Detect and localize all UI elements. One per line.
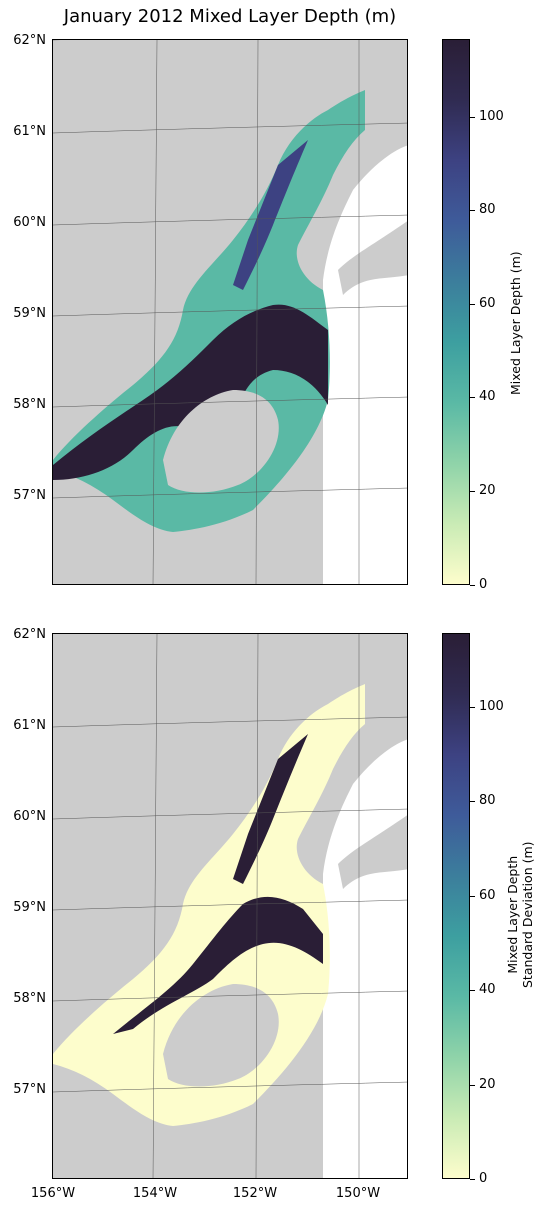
- model-domain-shelf: [53, 684, 365, 1126]
- colorbar1-tick-80: 80: [479, 202, 496, 217]
- deep-channel: [113, 896, 323, 1034]
- lat-label-62: 62°N: [13, 33, 46, 48]
- kodiak-island: [163, 390, 279, 493]
- colorbar1-label: Mixed Layer Depth (m): [508, 251, 523, 395]
- lon-label-154: 154°W: [132, 1186, 178, 1201]
- map-panel-mixed-layer-depth-std: [52, 633, 408, 1179]
- map-mixed-layer-depth-std: [53, 634, 407, 1178]
- colorbar1-tick-100: 100: [479, 109, 504, 124]
- colorbar1-tick-60: 60: [479, 296, 496, 311]
- colorbar2-tick-0: 0: [479, 1171, 488, 1186]
- lat-label-58: 58°N: [13, 991, 46, 1006]
- lon-label-156: 156°W: [30, 1186, 76, 1201]
- lat-label-57: 57°N: [13, 1082, 46, 1097]
- colorbar2-tick-80: 80: [479, 793, 496, 808]
- map-mixed-layer-depth: [53, 40, 407, 584]
- lon-label-150: 150°W: [335, 1186, 381, 1201]
- colorbar1-tick-0: 0: [479, 577, 488, 592]
- lon-label-152: 152°W: [232, 1186, 278, 1201]
- lat-label-58: 58°N: [13, 397, 46, 412]
- land-mass-east: [338, 221, 407, 295]
- lat-label-59: 59°N: [13, 900, 46, 915]
- colorbar2-tick-100: 100: [479, 699, 504, 714]
- lat-label-60: 60°N: [13, 809, 46, 824]
- lat-label-57: 57°N: [13, 488, 46, 503]
- colorbar1-tick-20: 20: [479, 483, 496, 498]
- colorbar2-tick-60: 60: [479, 888, 496, 903]
- lat-label-62: 62°N: [13, 627, 46, 642]
- lat-label-59: 59°N: [13, 306, 46, 321]
- lat-label-61: 61°N: [13, 124, 46, 139]
- colorbar1-tick-40: 40: [479, 389, 496, 404]
- colorbar2-tick-20: 20: [479, 1077, 496, 1092]
- deep-channel: [53, 304, 328, 480]
- colorbar-mixed-layer-depth: [442, 39, 470, 585]
- kodiak-island: [163, 984, 279, 1087]
- inlet-channel: [233, 140, 308, 290]
- colorbar2-tick-40: 40: [479, 982, 496, 997]
- figure-title: January 2012 Mixed Layer Depth (m): [63, 6, 397, 27]
- lat-label-61: 61°N: [13, 718, 46, 733]
- colorbar-mixed-layer-depth-std: [442, 633, 470, 1179]
- colorbar2-label: Mixed Layer Depth Standard Deviation (m): [505, 841, 535, 988]
- map-panel-mixed-layer-depth: [52, 39, 408, 585]
- land-mass-east: [338, 815, 407, 889]
- inlet-channel: [233, 734, 308, 884]
- lat-label-60: 60°N: [13, 215, 46, 230]
